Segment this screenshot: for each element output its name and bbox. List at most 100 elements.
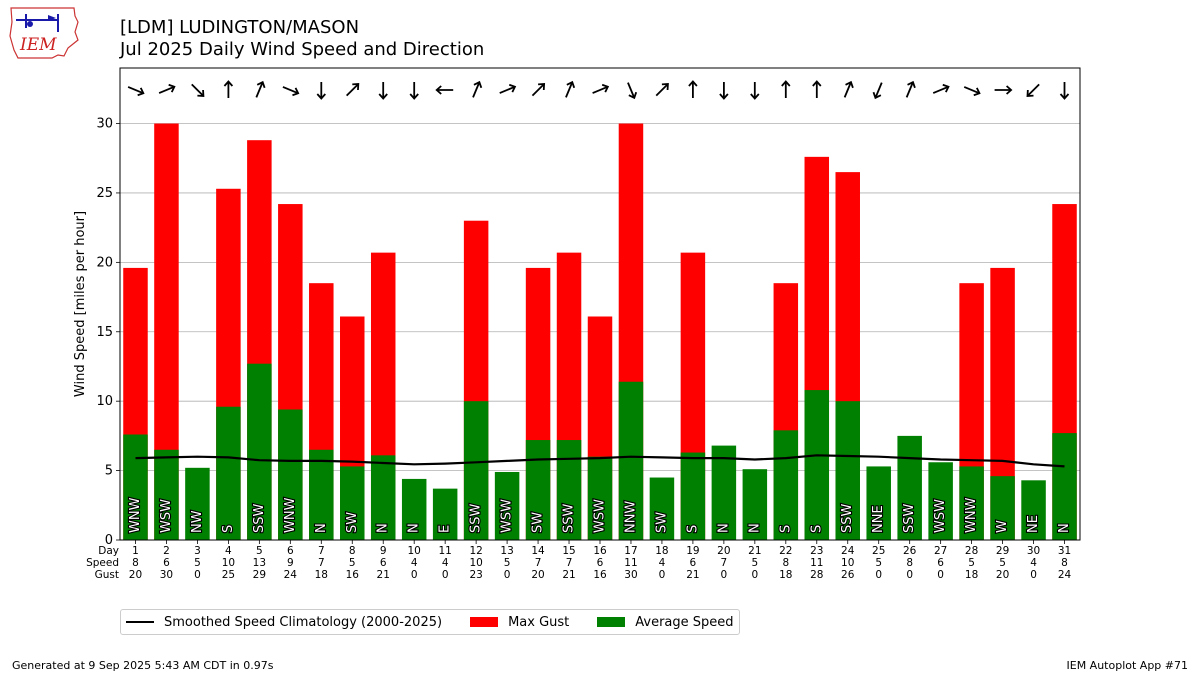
average-bar-day-31 [1052, 433, 1077, 540]
climatology-line [135, 454, 1065, 468]
day-label: 9 [380, 545, 387, 557]
direction-arrow [627, 82, 638, 100]
direction-label: S [809, 525, 824, 533]
arrow-head [1026, 89, 1034, 97]
arrow-head [256, 80, 266, 89]
day-label: 23 [810, 545, 823, 557]
gust-label: 18 [965, 569, 978, 581]
legend-item-gust: Max Gust [470, 615, 569, 630]
day-label: 2 [163, 545, 170, 557]
speed-label: 5 [349, 557, 356, 569]
gust-label: 25 [222, 569, 235, 581]
direction-arrow [994, 85, 1013, 95]
day-label: 5 [256, 545, 263, 557]
day-label: 25 [872, 545, 885, 557]
arrow-shaft [127, 86, 144, 94]
gust-label: 0 [659, 569, 666, 581]
average-bar-day-22 [773, 430, 799, 540]
gust-label: 26 [841, 569, 855, 581]
average-bar-day-15 [556, 440, 582, 540]
average-bar-day-19 [680, 452, 706, 540]
arrow-shaft [531, 83, 545, 97]
row-label-gust: Gust [95, 569, 119, 581]
speed-label: 10 [841, 557, 854, 569]
day-label: 26 [903, 545, 917, 557]
gust-label: 18 [315, 569, 328, 581]
direction-arrow [963, 86, 981, 97]
y-tick-label: 0 [105, 533, 113, 548]
gust-label: 21 [686, 569, 699, 581]
average-bar-day-3 [185, 467, 210, 540]
speed-label: 4 [442, 557, 449, 569]
arrow-head [781, 80, 791, 87]
direction-arrow [872, 82, 883, 100]
average-bar-day-20 [711, 445, 737, 540]
day-label: 12 [469, 545, 482, 557]
speed-label: 8 [1061, 557, 1068, 569]
speed-label: 6 [690, 557, 697, 569]
average-bar-day-14 [525, 440, 551, 540]
direction-arrow [282, 86, 300, 97]
direction-arrow [158, 83, 176, 94]
app-note: IEM Autoplot App #71 [1066, 659, 1189, 672]
arrow-head [845, 80, 854, 89]
direction-label: NW [190, 510, 205, 533]
day-label: 17 [624, 545, 637, 557]
gust-label: 20 [996, 569, 1009, 581]
gust-label: 28 [810, 569, 823, 581]
day-label: 1 [132, 545, 139, 557]
day-label: 8 [349, 545, 356, 557]
day-label: 7 [318, 545, 325, 557]
arrow-head [566, 80, 576, 89]
speed-label: 4 [411, 557, 418, 569]
speed-label: 5 [968, 557, 975, 569]
direction-arrow [316, 82, 326, 100]
gust-label: 0 [1030, 569, 1037, 581]
direction-arrow [750, 82, 760, 100]
direction-arrow [565, 80, 576, 98]
speed-label: 10 [469, 557, 482, 569]
arrow-head [628, 91, 638, 100]
arrow-head [378, 93, 388, 100]
direction-arrow [531, 83, 546, 97]
arrow-shaft [932, 86, 949, 94]
day-label: 28 [965, 545, 978, 557]
speed-label: 4 [659, 557, 666, 569]
direction-arrow [472, 80, 483, 98]
direction-label: SW [345, 512, 360, 533]
gust-label: 0 [194, 569, 201, 581]
legend-label-average: Average Speed [635, 614, 734, 630]
average-bar-day-13 [494, 471, 520, 540]
gust-label: 16 [346, 569, 360, 581]
speed-label: 6 [937, 557, 944, 569]
day-label: 3 [194, 545, 201, 557]
speed-label: 7 [721, 557, 728, 569]
direction-arrow [435, 85, 454, 95]
direction-arrow [843, 80, 854, 98]
arrow-shaft [655, 83, 669, 97]
arrow-head [1059, 93, 1070, 100]
day-label: 19 [686, 545, 699, 557]
speed-label: 7 [566, 557, 573, 569]
speed-label: 5 [875, 557, 882, 569]
generated-note: Generated at 9 Sep 2025 5:43 AM CDT in 0… [12, 659, 274, 672]
arrow-shaft [592, 86, 608, 94]
direction-label: N [376, 523, 391, 533]
average-bar-day-12 [463, 401, 489, 540]
direction-label: SW [654, 512, 669, 533]
arrow-head [872, 91, 882, 100]
arrow-shaft [282, 86, 299, 94]
average-bar-day-11 [432, 488, 458, 540]
speed-label: 4 [1030, 557, 1037, 569]
direction-arrow [655, 83, 669, 97]
average-bar-day-4 [216, 406, 241, 540]
gust-label: 29 [253, 569, 266, 581]
arrow-head [352, 83, 360, 91]
y-tick-label: 30 [96, 117, 113, 132]
day-label: 11 [438, 545, 451, 557]
arrow-head [137, 87, 145, 97]
legend-label-gust: Max Gust [508, 614, 570, 630]
speed-label: 5 [504, 557, 511, 569]
direction-label: W [995, 520, 1010, 533]
climatology-line-swatch [126, 621, 154, 623]
